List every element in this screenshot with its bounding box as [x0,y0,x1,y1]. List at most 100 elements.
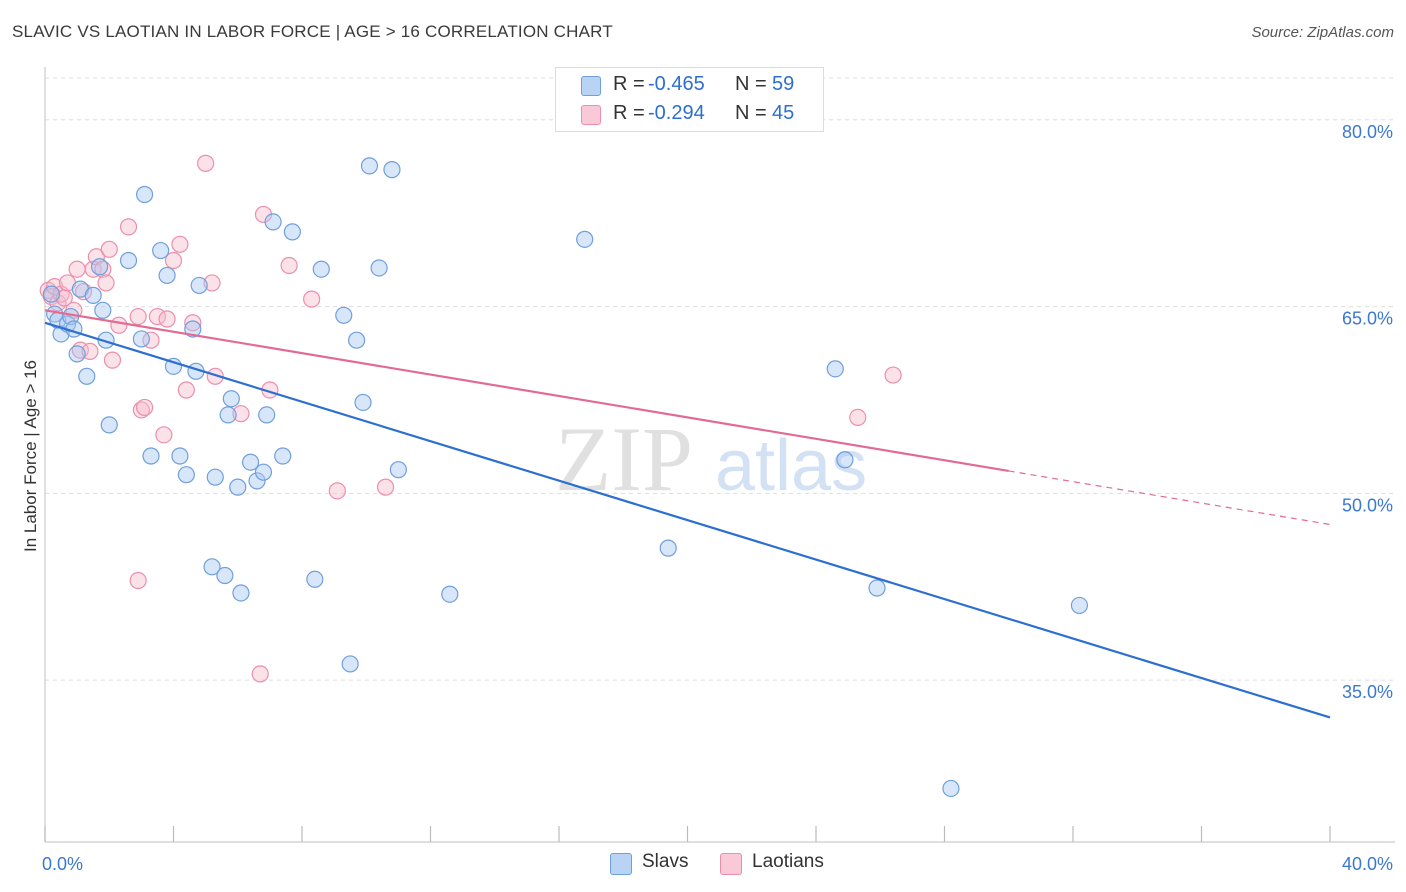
slavs-point [78,367,96,385]
laotians-point [97,274,115,292]
laotians-point [303,290,321,308]
laotians-point [206,367,224,385]
laotians-n-label: N = [735,102,767,124]
slavs-point [306,570,324,588]
laotians-point [132,401,150,419]
slavs-point [68,345,86,363]
slavs-n-value: 59 [772,73,795,95]
laotians-point [884,366,902,384]
slavs-n-label: N = [735,73,767,95]
slavs-swatch [581,76,601,96]
laotians-point [376,478,395,496]
laotians-point [100,240,118,258]
slavs-point [142,447,160,465]
slavs-point [132,330,150,348]
laotians-point [164,251,183,270]
laotians-legend-swatch [720,853,742,875]
slavs-points [42,157,1089,798]
laotians-legend-label: Laotians [752,851,824,872]
laotians-point [280,256,298,275]
laotians-point [232,405,250,423]
slavs-point [341,655,359,673]
slavs-point [152,241,170,260]
slavs-point [206,468,224,486]
slavs-point [360,157,379,175]
chart-title: SLAVIC VS LAOTIAN IN LABOR FORCE | AGE >… [12,22,613,41]
slavs-point [135,185,154,204]
laotians-point [849,408,867,426]
laotians-trend-extension [1008,470,1331,526]
slavs-legend-label: Slavs [642,851,689,872]
slavs-r-value: -0.465 [648,73,705,95]
y-tick-label: 80.0% [1342,122,1393,142]
watermark-zip: ZIP [555,408,693,510]
axes [44,67,1395,843]
laotians-point [103,351,122,369]
slavs-point [203,558,221,576]
slavs-point [868,579,886,597]
slavs-point [264,213,282,231]
slavs-point [177,466,195,484]
slavs-trend-line [44,321,1331,719]
slavs-point [219,406,237,424]
laotians-r-label: R = [613,102,645,124]
slavs-point [1070,596,1089,615]
slavs-point [216,566,234,585]
laotians-point [74,283,93,301]
laotians-n-value: 45 [772,102,795,124]
slavs-point [826,360,844,378]
y-tick-label: 35.0% [1342,682,1393,702]
slavs-point [248,472,266,490]
laotians-point [251,665,269,683]
laotians-trend-line [44,309,1009,473]
y-axis-label: In Labor Force | Age > 16 [21,360,40,552]
slavs-point [389,461,407,479]
laotians-point [110,316,128,334]
laotians-point [94,260,112,278]
laotians-swatch [581,105,601,125]
slavs-point [42,285,61,303]
slavs-point [942,779,960,798]
slavs-point [441,585,459,603]
y-tick-label: 65.0% [1342,309,1393,329]
slavs-point [354,393,372,412]
slavs-point [84,286,102,304]
laotians-point [158,310,176,328]
laotians-point [203,274,221,292]
slavs-point [383,161,401,179]
laotians-point [171,235,189,253]
x-tick-label-min: 0.0% [42,854,83,874]
x-tick-label-max: 40.0% [1342,854,1393,874]
slavs-point [258,406,276,424]
slavs-point [335,306,353,324]
y-tick-label: 50.0% [1342,495,1393,515]
slavs-point [312,260,330,278]
slavs-r-label: R = [613,73,645,95]
trend-lines [44,309,1331,719]
slavs-point [184,320,202,338]
laotians-point [81,342,99,361]
laotians-point [129,307,147,326]
slavs-point [171,447,189,465]
laotians-point [155,426,173,444]
laotians-point [135,398,154,417]
slavs-point [119,251,138,270]
laotians-point [68,260,86,278]
source-label: Source: ZipAtlas.com [1251,24,1394,41]
slavs-point [190,276,208,295]
laotians-point [177,381,195,399]
laotians-r-value: -0.294 [648,102,705,124]
slavs-point [91,258,109,276]
slavs-point [274,447,292,465]
laotians-point [184,314,202,332]
slavs-point [659,539,677,557]
laotians-point [328,482,346,500]
slavs-point [348,331,366,349]
slavs-point [576,230,594,248]
slavs-point [100,416,118,434]
laotians-point [129,571,147,590]
laotians-points [39,154,902,683]
slavs-point [242,453,260,471]
laotians-point [197,154,215,172]
